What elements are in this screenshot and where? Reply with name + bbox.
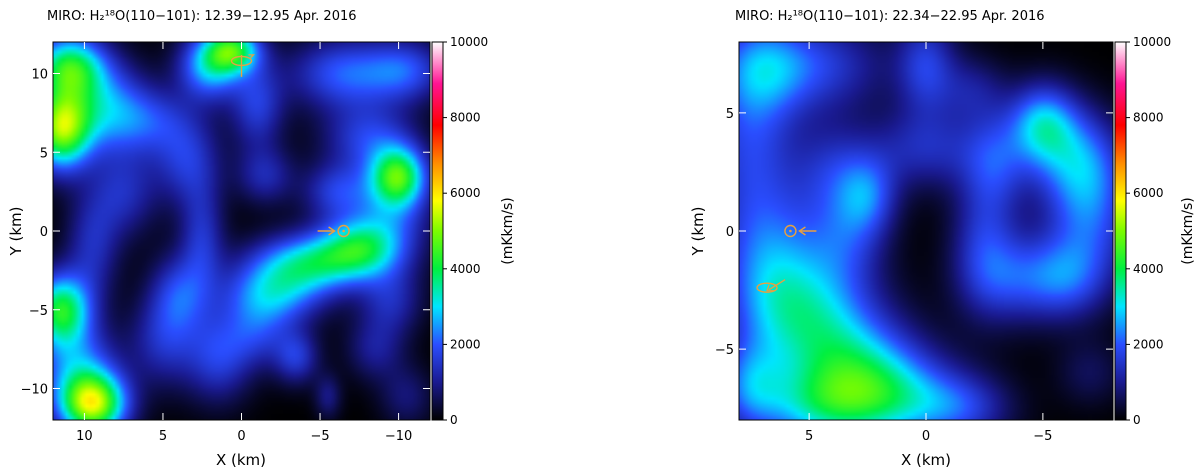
colorbar-tick-label: 10000 — [450, 35, 488, 49]
x-axis-label-right: X (km) — [901, 451, 951, 469]
colorbar-tick-label: 0 — [450, 413, 458, 427]
y-tick-label: 10 — [31, 68, 48, 83]
colorbar-right — [1115, 42, 1126, 420]
sun-symbol-icon — [784, 224, 797, 238]
colorbar-tick-label: 4000 — [450, 262, 481, 276]
markers-right — [756, 224, 817, 293]
x-tick-label: 5 — [159, 429, 167, 444]
spin-axis-icon — [756, 282, 778, 293]
spin-arrow-head — [248, 54, 255, 59]
chart-title-right: MIRO: H₂¹⁸O(110−101): 22.34−22.95 Apr. 2… — [735, 9, 1045, 24]
colorbar-frame-left — [431, 41, 444, 421]
panel-right: MIRO: H₂¹⁸O(110−101): 22.34−22.95 Apr. 2… — [689, 9, 1196, 469]
heatmap-left — [53, 42, 430, 420]
x-tick-label: 5 — [805, 429, 813, 444]
y-tick-label: −10 — [21, 383, 48, 398]
colorbar-tick-label: 2000 — [450, 337, 481, 351]
y-axis-label-left: Y (km) — [7, 207, 25, 257]
sun-symbol-dot — [342, 229, 345, 233]
y-tick-label: 5 — [40, 146, 48, 161]
colorbar-tick-label: 6000 — [1133, 186, 1164, 200]
colorbar-tick-label: 8000 — [450, 111, 481, 125]
x-tick-label: 0 — [922, 429, 930, 444]
heatmap-right — [739, 42, 1113, 420]
colorbar-ticks-right: 0 2000 4000 6000 8000 10000 — [1126, 35, 1171, 427]
y-axis-label-right: Y (km) — [689, 207, 707, 257]
axis-ticks-left: 10 5 0 −5 −10 10 5 0 −5 −10 — [21, 42, 430, 444]
x-tick-label: 10 — [76, 429, 93, 444]
colorbar-left — [432, 42, 443, 420]
y-tick-label: 5 — [726, 107, 734, 122]
colorbar-tick-label: 6000 — [450, 186, 481, 200]
y-tick-label: −5 — [29, 304, 48, 319]
colorbar-tick-label: 4000 — [1133, 262, 1164, 276]
markers-left — [230, 54, 350, 238]
chart-title-left: MIRO: H₂¹⁸O(110−101): 12.39−12.95 Apr. 2… — [47, 9, 357, 24]
x-tick-label: −10 — [385, 429, 412, 444]
heatmap-image — [739, 42, 1113, 420]
sun-arrow-head — [798, 226, 806, 236]
colorbar-tick-label: 0 — [1133, 413, 1141, 427]
y-tick-label: −5 — [715, 343, 734, 358]
x-tick-label: −5 — [1033, 429, 1052, 444]
heatmap-image — [53, 42, 430, 420]
y-tick-label: 0 — [726, 225, 734, 240]
x-tick-label: −5 — [310, 429, 329, 444]
spin-arrow-shaft — [768, 279, 786, 291]
colorbar-ticks-left: 0 2000 4000 6000 8000 10000 — [443, 35, 488, 427]
panel-left: MIRO: H₂¹⁸O(110−101): 12.39−12.95 Apr. 2… — [7, 9, 516, 469]
colorbar-tick-label: 2000 — [1133, 337, 1164, 351]
sun-symbol-icon — [337, 224, 350, 238]
colorbar-tick-label: 8000 — [1133, 111, 1164, 125]
axis-ticks-right: 5 0 −5 5 0 −5 — [715, 42, 1113, 444]
spin-arrow-head — [766, 284, 775, 292]
colorbar-label-left: (mKkm/s) — [500, 197, 516, 265]
colorbar-tick-label: 10000 — [1133, 35, 1171, 49]
x-tick-label: 0 — [237, 429, 245, 444]
x-axis-label-left: X (km) — [216, 451, 266, 469]
sun-symbol-dot — [789, 229, 792, 233]
sun-arrow-head — [328, 226, 336, 236]
colorbar-frame-right — [1114, 41, 1127, 421]
y-tick-label: 0 — [40, 225, 48, 240]
colorbar-label-right: (mKkm/s) — [1180, 197, 1196, 265]
